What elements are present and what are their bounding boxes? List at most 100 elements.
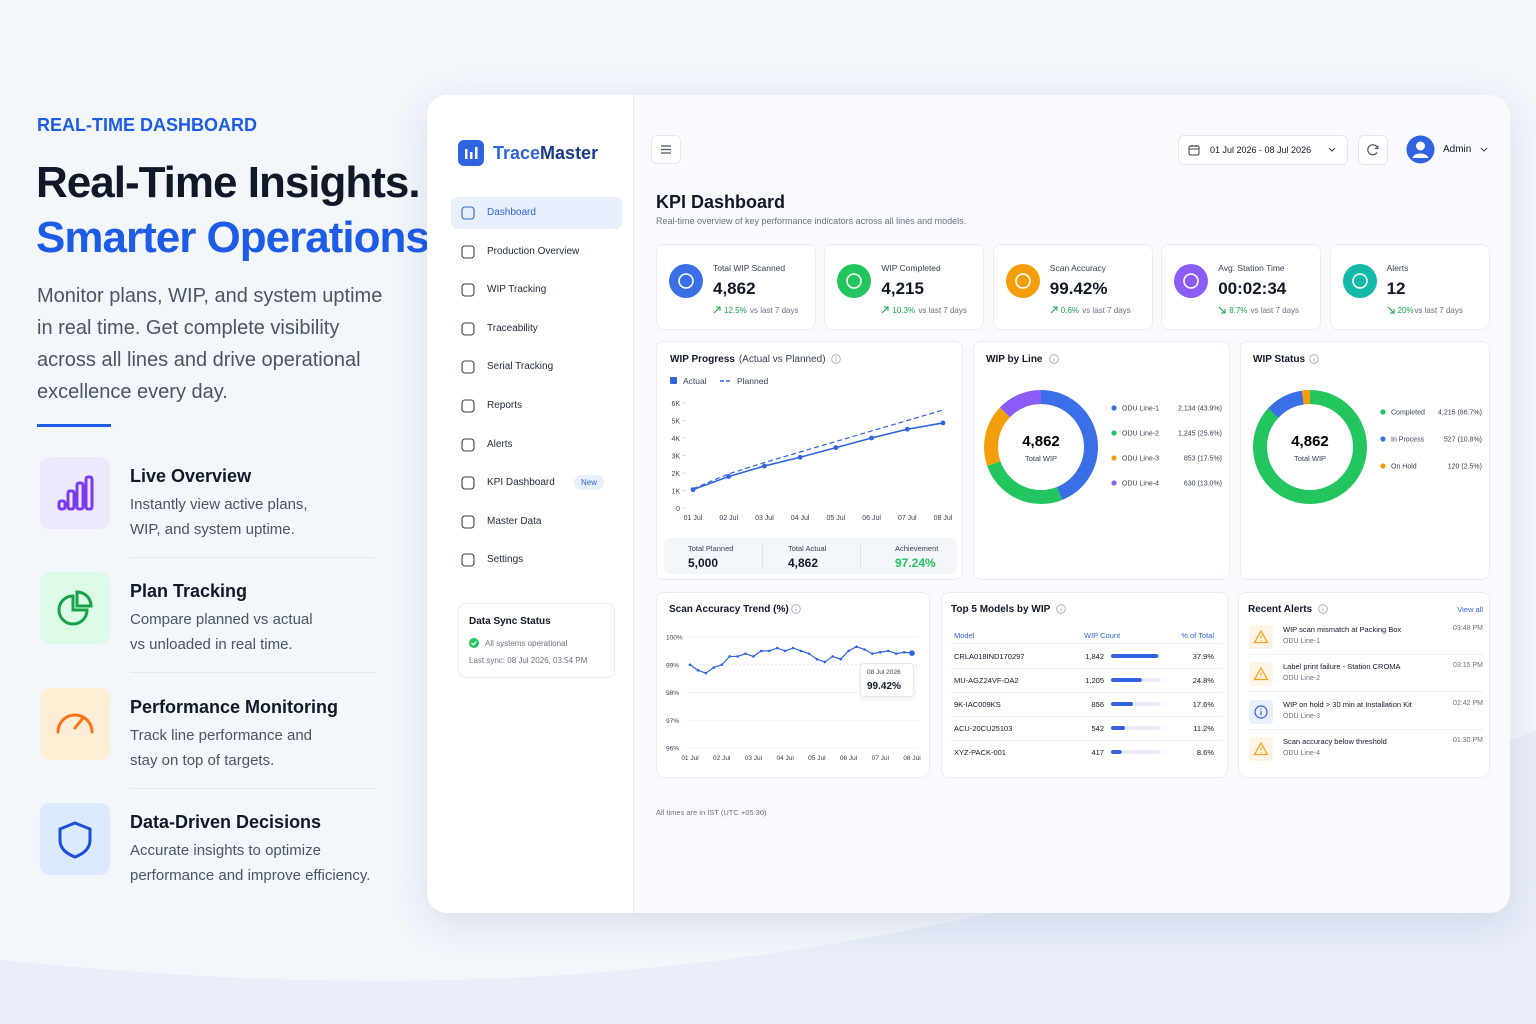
- logo-bar: [470, 152, 473, 159]
- panel-title: Top 5 Models by WIP: [951, 604, 1051, 615]
- nav-item[interactable]: WIP Tracking: [451, 274, 622, 306]
- nav-item[interactable]: Traceability: [451, 313, 622, 345]
- point: [728, 655, 731, 658]
- legend-dot: [1380, 463, 1386, 469]
- title-sub: (Actual vs Planned): [738, 354, 826, 365]
- legend-label: Completed: [1391, 410, 1425, 417]
- legend-dot: [1380, 436, 1386, 442]
- logo-bar: [465, 149, 468, 159]
- legend-label: ODU Line-2: [1122, 431, 1159, 438]
- sync-box: [458, 603, 615, 678]
- kpi-change: 20%: [1397, 306, 1414, 315]
- menu-button[interactable]: [651, 135, 681, 164]
- tooltip-date: 08 Jul 2026: [867, 669, 901, 676]
- brand: TraceMaster: [493, 143, 598, 164]
- logo-bar: [475, 147, 478, 159]
- trend-arrow-path: [1387, 306, 1395, 314]
- avatar[interactable]: [1406, 135, 1435, 164]
- nav-label: Reports: [487, 400, 523, 411]
- model-share: 11.2%: [1193, 724, 1214, 733]
- ok-check: [471, 641, 477, 646]
- alert-time: 03:48 PM: [1453, 625, 1483, 632]
- point: [831, 655, 835, 658]
- feature-text: Accurate insights to optimize: [130, 841, 321, 859]
- view-all[interactable]: View all: [1457, 605, 1483, 614]
- chevron-path: [1328, 147, 1336, 152]
- date-picker[interactable]: [1178, 135, 1348, 165]
- cal: [1188, 145, 1200, 156]
- nav-item[interactable]: Production Overview: [451, 236, 622, 268]
- tooltip-value: 99.42%: [867, 681, 901, 692]
- nav-item[interactable]: Serial Tracking: [451, 351, 622, 383]
- point: [704, 671, 708, 675]
- headline: Real-Time Insights.: [36, 158, 421, 207]
- point: [736, 655, 739, 658]
- x-tick-label: 04 Jul: [776, 755, 794, 762]
- point: [712, 666, 716, 669]
- point: [940, 420, 946, 426]
- nav-icon-shape: [461, 515, 475, 529]
- info-icon: [1056, 604, 1066, 614]
- nav-item[interactable]: Settings: [451, 544, 622, 576]
- nav-label: WIP Tracking: [487, 284, 547, 296]
- bar: [1111, 702, 1133, 706]
- brand-part: Master: [540, 143, 599, 163]
- feature-icon: [40, 457, 110, 529]
- description-line: Monitor plans, WIP, and system uptime: [37, 285, 383, 307]
- nav-item[interactable]: Reports: [451, 390, 622, 422]
- kpi-value: 4,862: [713, 279, 756, 298]
- legend-value: 1,245 (25.6%): [1178, 431, 1222, 438]
- nav-item[interactable]: Dashboard: [451, 197, 622, 229]
- description-line: across all lines and drive operational: [37, 349, 361, 371]
- icon-bar: [75, 481, 85, 511]
- nav-icon: [461, 245, 475, 259]
- trend-arrow: [882, 306, 889, 314]
- summary-label: Total Actual: [788, 544, 827, 553]
- center-label: Total WIP: [1294, 454, 1326, 463]
- alert-line: ODU Line-1: [1283, 638, 1320, 645]
- menu-icon: [661, 145, 671, 154]
- cal-lines: [1189, 145, 1199, 150]
- info-circle: [1318, 604, 1328, 614]
- nav-item[interactable]: Alerts: [451, 429, 622, 461]
- nav-item[interactable]: Master Data: [451, 506, 622, 538]
- legend-value: 630 (13.0%): [1184, 481, 1222, 488]
- nav-icon: [461, 553, 475, 567]
- kpi-card: Avg. Station Time 00:02:34 8.7% vs last 7 d…: [1161, 244, 1322, 330]
- alert-icon: [1249, 699, 1273, 724]
- kpi-icon: [837, 264, 872, 298]
- center-value: 4,862: [1291, 433, 1329, 450]
- ok-dot: [469, 638, 479, 648]
- icon-bg: [40, 572, 110, 645]
- wip-progress-panel: WIP Progress (Actual vs Planned) Actual Pla…: [656, 341, 963, 580]
- y-tick-label: 0: [676, 506, 680, 513]
- model-count: 417: [1091, 748, 1104, 757]
- wip-progress-chart: Actual Planned 0 1K 2K 3K 4K 5K 6K 01 Jul 02 Jul 03…: [670, 376, 953, 522]
- wip-by_line-panel: WIP by Line ODU Line-1 2,134 (43.9%) ODU Li…: [973, 341, 1230, 580]
- trend-arrow-path: [1050, 306, 1058, 314]
- chevron: [1328, 147, 1336, 152]
- donut-segment: [984, 390, 1098, 504]
- refresh-button[interactable]: [1358, 135, 1388, 165]
- nav-icon: [461, 515, 475, 529]
- nav-label: Alerts: [487, 438, 513, 450]
- donut-segment: [984, 390, 1098, 504]
- kpi-card: WIP Completed 4,215 10.3% vs last 7 days: [824, 244, 985, 330]
- alert-time: 01:30 PM: [1453, 736, 1483, 744]
- nav-icon-shape: [461, 553, 475, 567]
- trend-arrow: [1050, 306, 1058, 314]
- avatar-body: [1412, 153, 1429, 158]
- nav-label: KPI Dashboard: [487, 477, 555, 489]
- nav-icon-shape: [461, 322, 475, 336]
- header-rule: [950, 643, 1222, 644]
- y-tick-label: 5K: [671, 419, 680, 426]
- kpi-note: vs last 7 days: [918, 306, 967, 315]
- point: [762, 463, 767, 469]
- nav-item[interactable]: KPI Dashboard New: [451, 467, 622, 499]
- icon-bar: [84, 475, 94, 511]
- nav-icon-shape: [461, 283, 475, 297]
- kpi-card: Scan Accuracy 99.42% 0.6% vs last 7 days: [992, 244, 1153, 330]
- user-name[interactable]: Admin: [1443, 144, 1472, 155]
- kpi-card: Alerts 12 20% vs last 7 days: [1329, 244, 1490, 330]
- feature-title: Data-Driven Decisions: [130, 811, 322, 832]
